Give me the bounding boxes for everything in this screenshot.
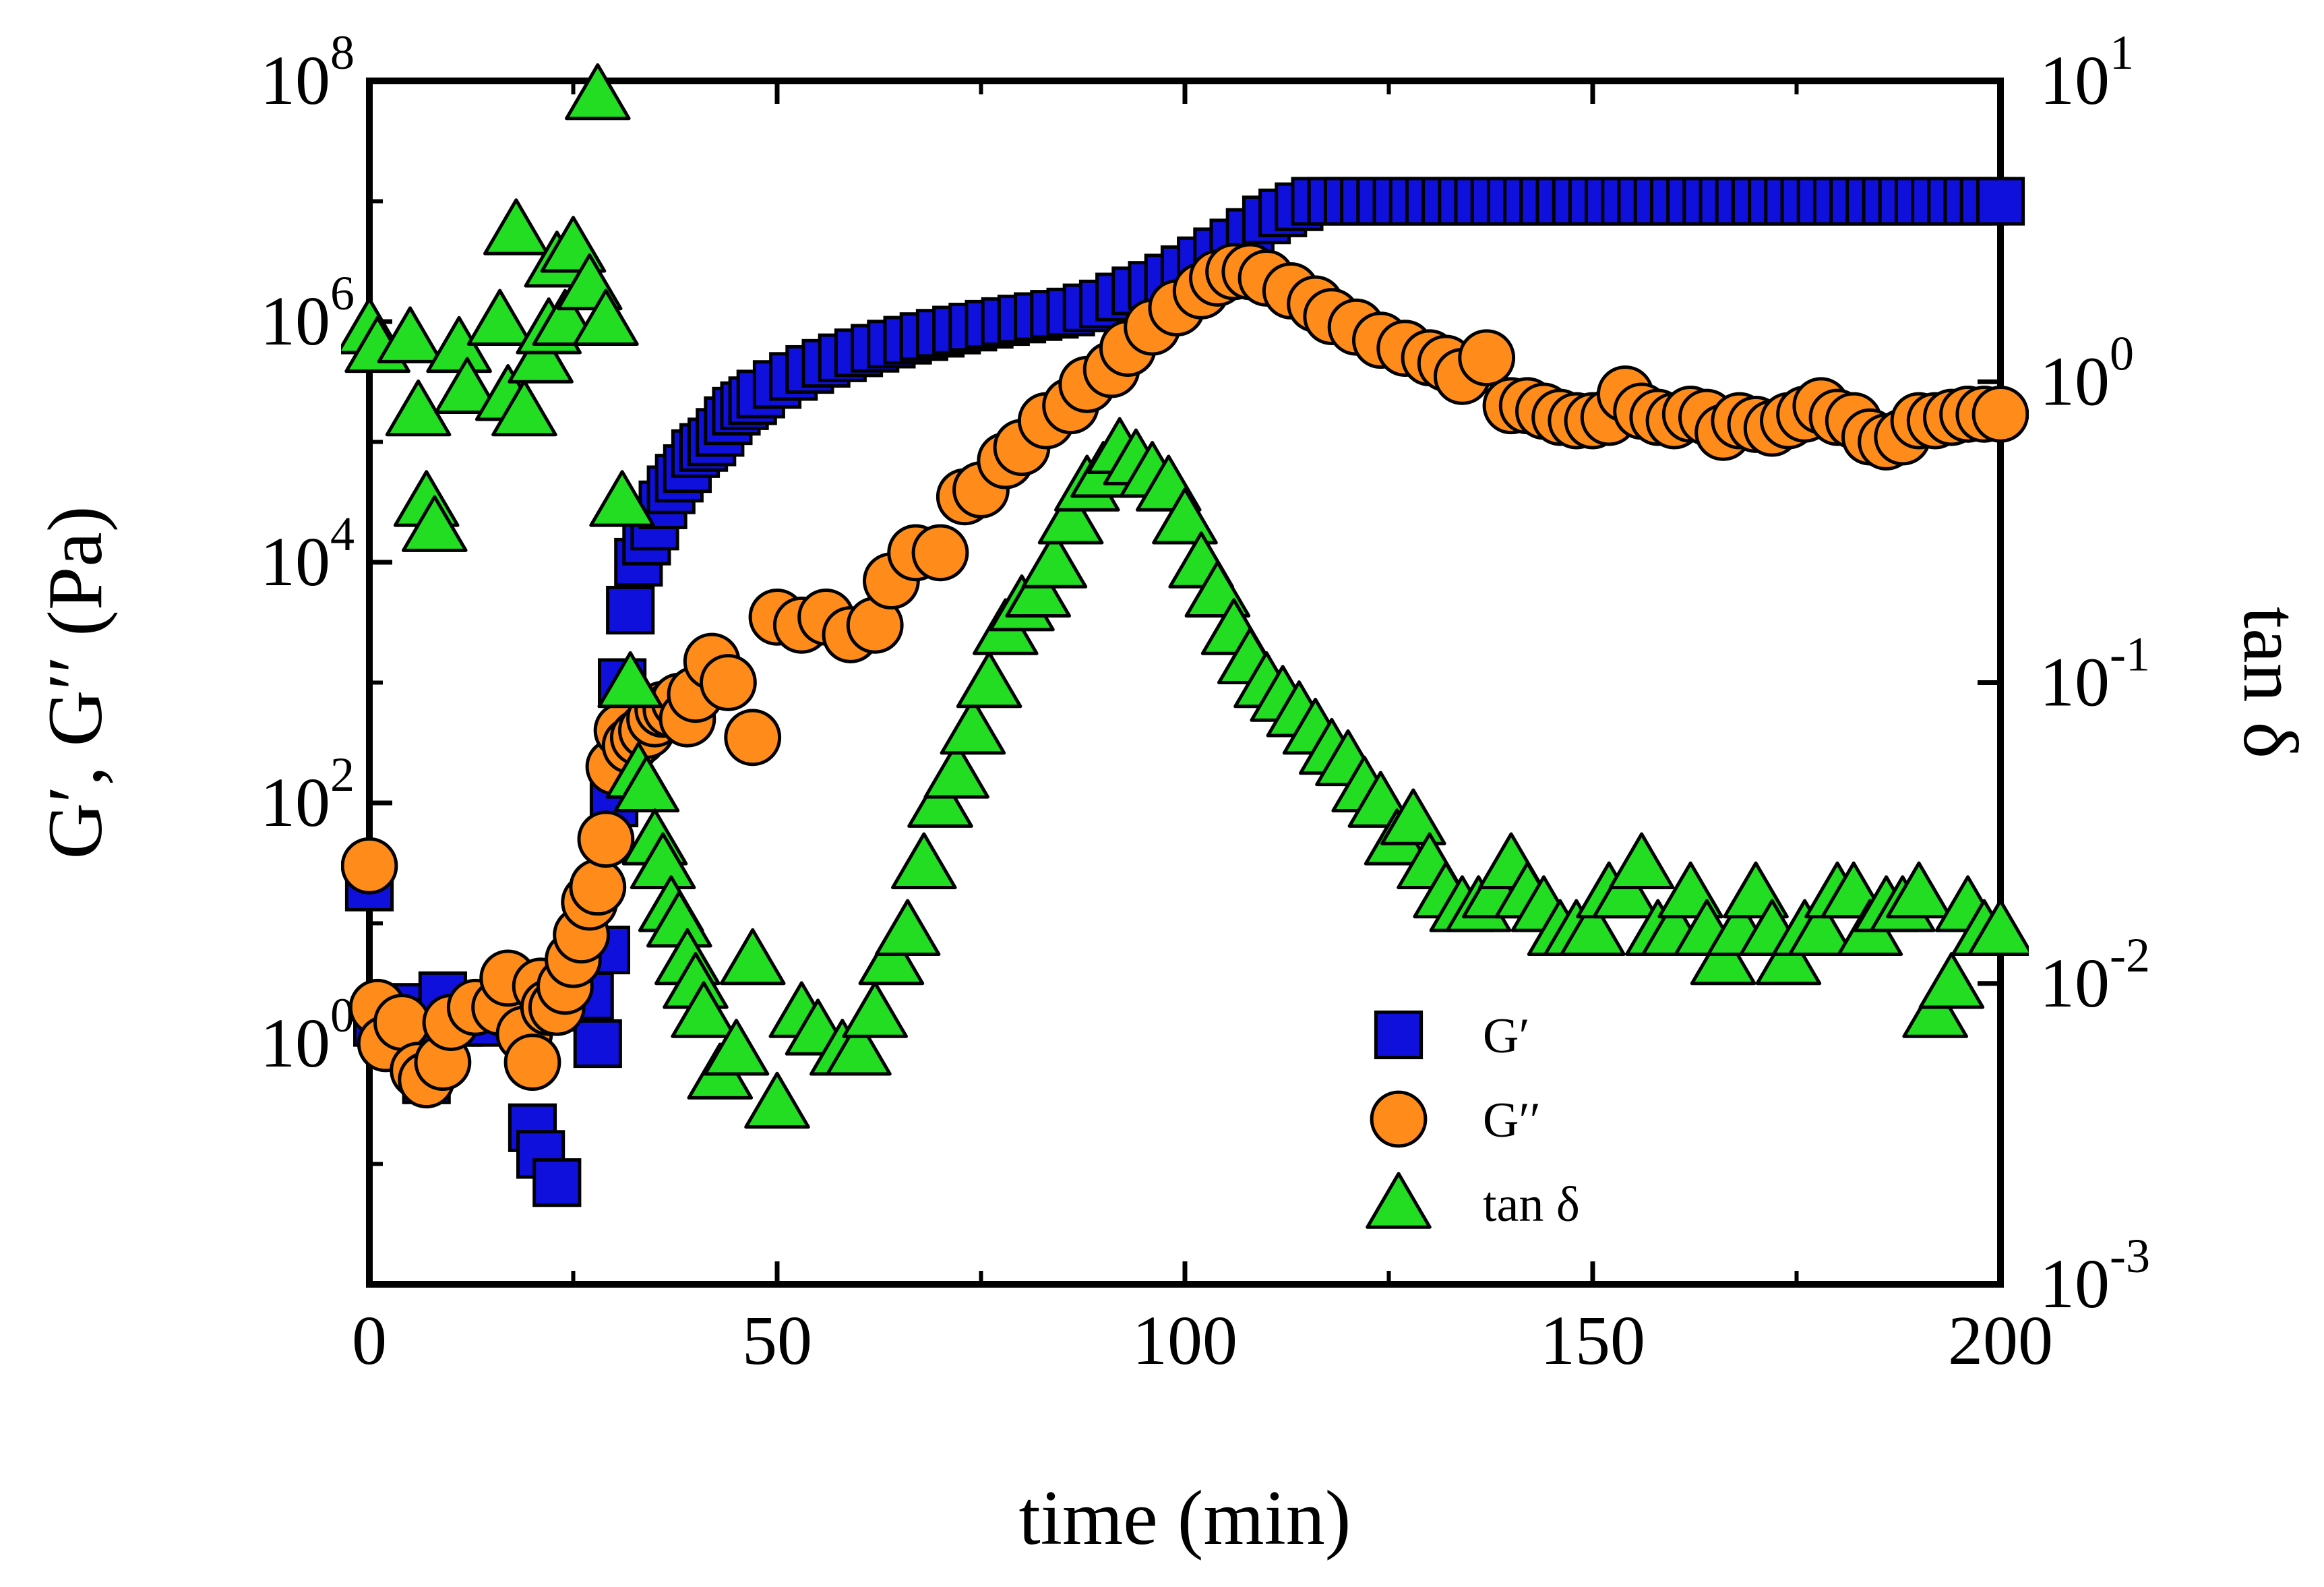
- triangle-point: [1592, 861, 1659, 919]
- triangle-point: [1787, 899, 1854, 956]
- circle-point: [577, 810, 635, 868]
- x-tick-label: 100: [1132, 1302, 1237, 1379]
- circle-point: [569, 858, 627, 916]
- y-tick-label: 102: [260, 748, 355, 841]
- circle-point: [724, 709, 782, 767]
- y-axis-title: G′, G′′ (Pa): [32, 506, 119, 860]
- triangle-point: [956, 651, 1022, 709]
- triangle-point: [508, 326, 574, 384]
- circle-point: [341, 837, 398, 895]
- triangle-point: [483, 198, 549, 256]
- circle-point: [911, 524, 969, 582]
- triangle-point: [597, 651, 664, 709]
- triangle-point: [1380, 788, 1446, 845]
- x-tick-label: 0: [352, 1302, 387, 1379]
- x-axis-title: time (min): [1019, 1475, 1351, 1561]
- triangle-point: [940, 698, 1006, 755]
- triangle-point: [1755, 928, 1822, 986]
- x-tick-label: 200: [1948, 1302, 2053, 1379]
- series-circle: [341, 243, 2029, 1109]
- triangle-point: [1967, 899, 2029, 956]
- circle-point: [1458, 329, 1516, 387]
- y2-tick-label: 10-1: [2040, 628, 2150, 721]
- y-tick-label: 108: [260, 26, 355, 119]
- triangle-point: [1037, 487, 1104, 545]
- triangle-point: [434, 357, 501, 414]
- triangle-point: [589, 470, 655, 527]
- triangle-point: [826, 1019, 892, 1076]
- legend-label: G′′: [1483, 1093, 1541, 1148]
- triangle-point: [1608, 832, 1675, 889]
- legend-marker-circle: [1370, 1090, 1428, 1148]
- triangle-point: [385, 379, 452, 437]
- legend-label: tan δ: [1483, 1177, 1580, 1232]
- triangle-point: [1918, 952, 1985, 1009]
- triangle-point: [923, 742, 990, 799]
- y-tick-label: 100: [260, 988, 355, 1082]
- triangle-point: [907, 771, 973, 828]
- triangle-point: [671, 981, 737, 1038]
- triangle-point: [858, 928, 925, 986]
- circle-point: [503, 1034, 561, 1091]
- triangle-point: [1560, 899, 1626, 956]
- y2-tick-label: 10-2: [2040, 928, 2150, 1022]
- triangle-point: [377, 306, 444, 363]
- data-marks: [341, 63, 2029, 1207]
- square-point: [1976, 177, 2025, 226]
- y2-tick-label: 10-3: [2040, 1229, 2150, 1323]
- circle-point: [373, 994, 431, 1051]
- triangle-point: [744, 1071, 810, 1129]
- triangle-point: [1690, 928, 1756, 986]
- triangle-point: [1886, 861, 1952, 919]
- triangle-point: [1005, 560, 1072, 618]
- triangle-point: [401, 495, 468, 552]
- triangle-point: [890, 832, 957, 889]
- legend: G′ G′′ tan δ: [1366, 1009, 1580, 1232]
- square-point: [532, 1158, 582, 1207]
- triangle-point: [874, 899, 941, 956]
- triangle-point: [703, 1019, 770, 1076]
- y2-tick-label: 100: [2040, 326, 2134, 420]
- triangle-point: [1152, 487, 1218, 545]
- triangle-point: [613, 755, 680, 813]
- legend-marker-triangle: [1366, 1172, 1432, 1229]
- x-tick-label: 150: [1540, 1302, 1645, 1379]
- y-tick-label: 104: [260, 507, 355, 601]
- triangle-point: [630, 832, 696, 889]
- y2-axis-title: tan δ: [2227, 607, 2313, 758]
- circle-point: [700, 654, 757, 711]
- series-triangle: [341, 63, 2029, 1129]
- square-point: [573, 1019, 622, 1069]
- y-tick-label: 106: [260, 266, 355, 360]
- tick-labels: 0 50 100 150 200 100 102 104 106 108 10-3 10-2 10-1 1…: [260, 26, 2150, 1379]
- legend-marker-square: [1374, 1010, 1424, 1060]
- triangle-point: [466, 289, 533, 346]
- square-point: [606, 585, 655, 635]
- triangle-point: [1021, 531, 1088, 589]
- legend-label: G′: [1483, 1009, 1530, 1064]
- triangle-point: [564, 63, 631, 121]
- triangle-point: [842, 981, 909, 1038]
- triangle-point: [719, 928, 786, 986]
- triangle-point: [1902, 981, 1969, 1038]
- triangle-point: [573, 289, 639, 346]
- circle-point: [1971, 385, 2029, 443]
- x-tick-label: 50: [742, 1302, 812, 1379]
- triangle-point: [491, 379, 557, 437]
- y2-tick-label: 101: [2040, 26, 2134, 119]
